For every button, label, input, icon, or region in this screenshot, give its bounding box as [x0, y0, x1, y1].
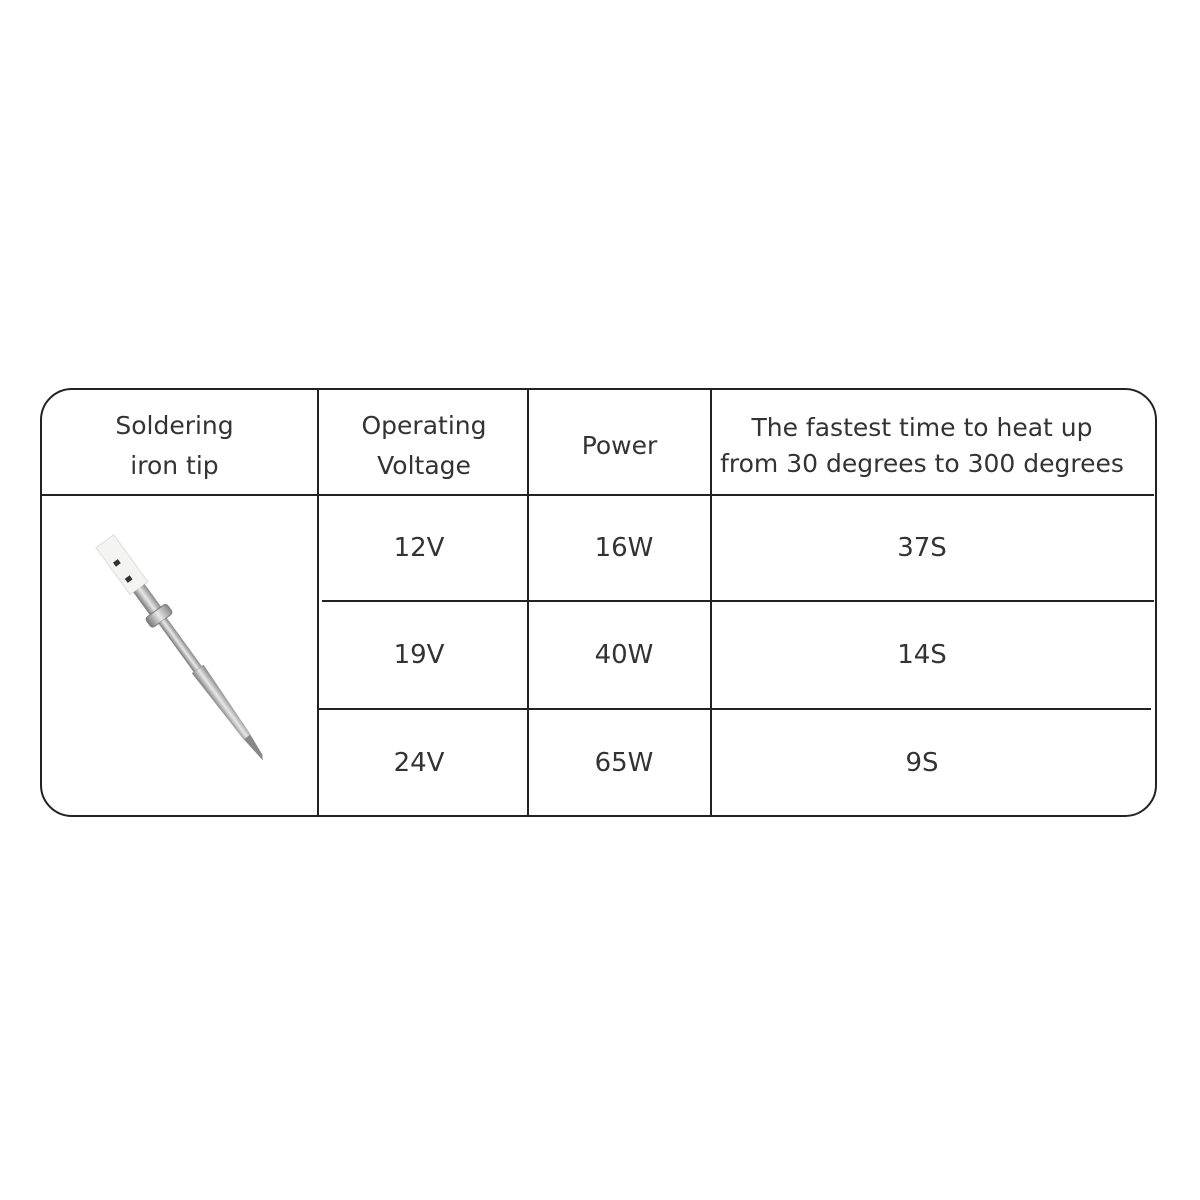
header-time: The fastest time to heat up from 30 degr… — [712, 400, 1132, 492]
header-divider — [42, 494, 1154, 496]
row-1-power: 16W — [594, 533, 654, 563]
header-tip: Soldering iron tip — [42, 400, 307, 492]
column-divider — [317, 388, 319, 815]
header-line: from 30 degrees to 300 degrees — [720, 449, 1124, 478]
row-3-time: 9S — [905, 748, 939, 778]
header-voltage: Operating Voltage — [319, 400, 529, 492]
header-power: Power — [529, 400, 710, 492]
header-line: The fastest time to heat up — [751, 413, 1093, 442]
header-line: Soldering — [115, 411, 234, 440]
row-2-voltage: 19V — [393, 640, 445, 670]
header-line: Operating — [361, 411, 487, 440]
row-2-power: 40W — [594, 640, 654, 670]
row-3-power: 65W — [594, 748, 654, 778]
spec-table — [40, 388, 1157, 817]
header-line: Power — [581, 431, 658, 460]
row-3-voltage: 24V — [393, 748, 445, 778]
row-1-voltage: 12V — [393, 533, 445, 563]
header-line: iron tip — [130, 451, 219, 480]
row-divider — [322, 600, 1154, 602]
row-2-time: 14S — [897, 640, 947, 670]
soldering-iron-tip-image — [95, 534, 263, 761]
row-divider — [319, 708, 1151, 710]
header-line: Voltage — [377, 451, 471, 480]
row-1-time: 37S — [897, 533, 947, 563]
